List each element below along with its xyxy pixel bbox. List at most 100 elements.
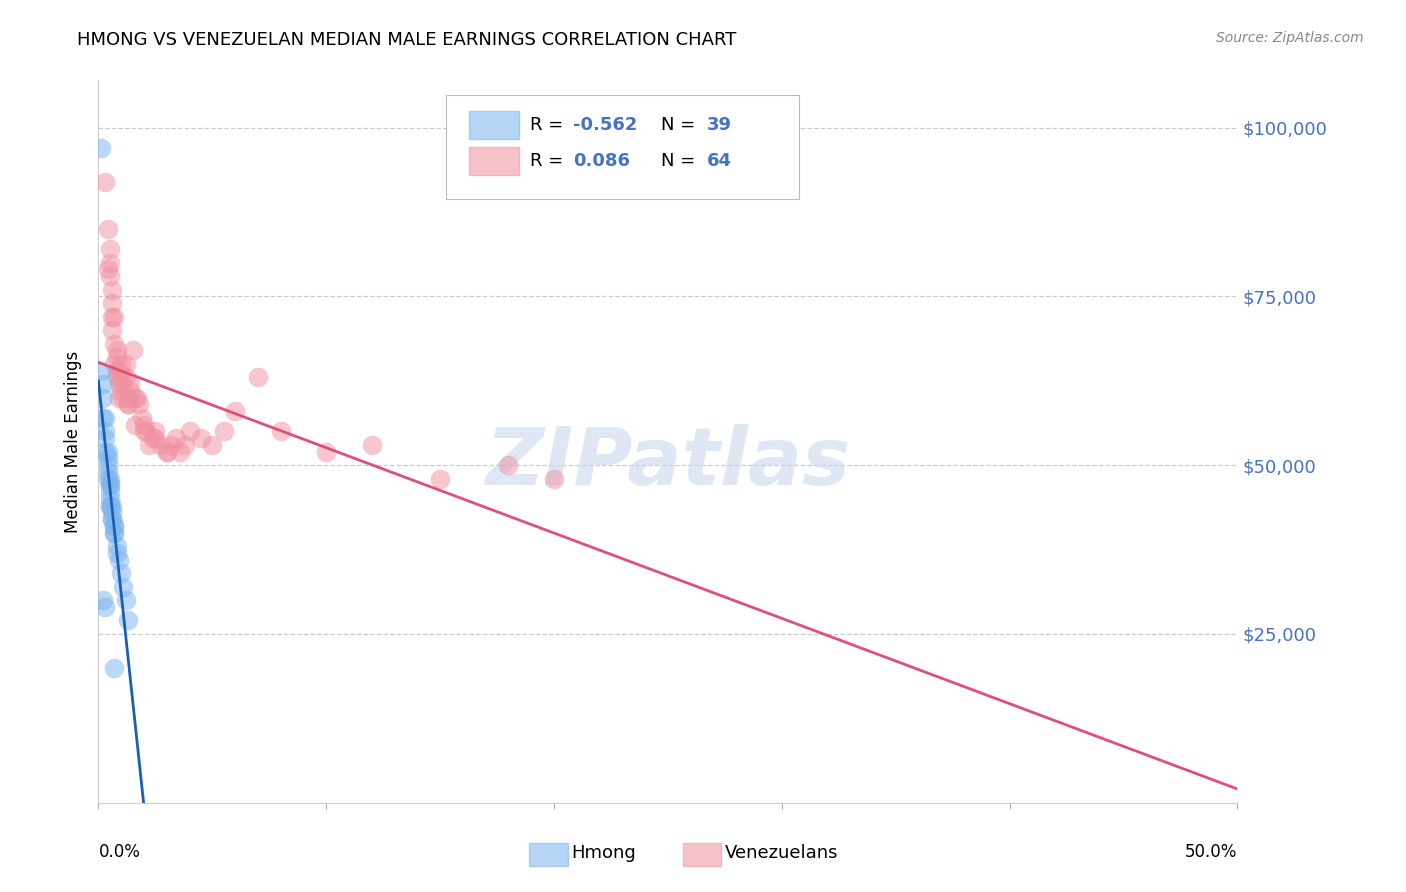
Text: 64: 64 [707,153,731,170]
Text: Source: ZipAtlas.com: Source: ZipAtlas.com [1216,31,1364,45]
FancyBboxPatch shape [529,843,568,865]
Point [114,593,136,607]
Text: 0.086: 0.086 [574,153,630,170]
Point [105,370,128,384]
Point [98,472,121,486]
Point [101,310,124,324]
Point [145,431,167,445]
Point [165,431,187,445]
Point [112,580,135,594]
Point [98,491,121,506]
Y-axis label: Median Male Earnings: Median Male Earnings [65,351,83,533]
Point [96,472,118,486]
Point [103,336,125,351]
Point [98,499,121,513]
Point [156,444,179,458]
Point [124,417,146,432]
Point [105,546,128,560]
Text: R =: R = [530,116,569,134]
Point [110,370,132,384]
FancyBboxPatch shape [468,147,519,176]
Point [315,444,337,458]
Point [91,411,114,425]
Point [149,438,172,452]
Point [108,552,131,566]
Point [190,431,212,445]
Point [91,377,114,392]
FancyBboxPatch shape [446,95,799,200]
Point [105,343,128,358]
Point [98,269,121,284]
Point [212,425,235,439]
Point [90,364,112,378]
Point [112,377,135,392]
Point [103,519,125,533]
Point [138,438,160,452]
Point [142,431,165,445]
Point [98,485,121,500]
Point [127,391,149,405]
Point [120,384,142,398]
Point [101,499,124,513]
Point [101,512,124,526]
Point [94,431,117,445]
Point [124,391,146,405]
Text: R =: R = [530,153,569,170]
Point [117,397,139,411]
Point [131,411,153,425]
Point [91,593,114,607]
Point [98,478,121,492]
Point [108,391,131,405]
Point [117,391,139,405]
Text: Hmong: Hmong [571,845,636,863]
Point [169,444,191,458]
Point [429,472,451,486]
Point [94,425,117,439]
Text: 39: 39 [707,116,731,134]
Point [135,425,157,439]
Point [101,296,124,310]
Point [96,222,118,236]
Point [121,343,143,358]
FancyBboxPatch shape [468,111,519,139]
Point [96,465,118,479]
Point [96,458,118,472]
Point [91,391,114,405]
Point [94,599,117,614]
Point [224,404,246,418]
Text: N =: N = [661,116,702,134]
Point [543,472,565,486]
Text: Venezuelans: Venezuelans [725,845,838,863]
Point [94,411,117,425]
Point [94,444,117,458]
Point [103,310,125,324]
Point [96,451,118,466]
Text: -0.562: -0.562 [574,116,638,134]
Point [101,512,124,526]
Point [360,438,382,452]
Point [105,350,128,364]
Point [174,438,197,452]
Point [179,425,201,439]
FancyBboxPatch shape [683,843,721,865]
Point [108,377,131,392]
Point [114,370,136,384]
Point [103,525,125,540]
Point [101,323,124,337]
Point [103,357,125,371]
Point [105,364,128,378]
Point [90,141,112,155]
Point [98,255,121,269]
Point [145,425,167,439]
Text: 0.0%: 0.0% [98,843,141,861]
Point [96,444,118,458]
Point [132,417,155,432]
Point [117,397,139,411]
Point [110,384,132,398]
Point [270,425,292,439]
Point [101,283,124,297]
Point [117,614,139,628]
Point [128,397,150,411]
Point [98,478,121,492]
Point [112,391,135,405]
